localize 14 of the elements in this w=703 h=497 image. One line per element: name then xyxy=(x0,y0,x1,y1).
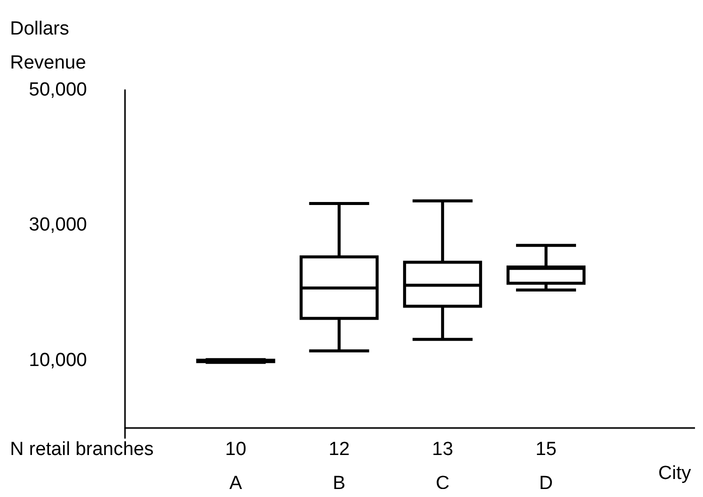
text: 10 xyxy=(225,439,246,460)
text: 15 xyxy=(535,439,557,460)
y-axis-title: Dollars Revenue xyxy=(10,18,86,74)
y-tick-label: 10,000 xyxy=(28,350,87,371)
x-tick-label: D xyxy=(539,473,553,494)
x-tick-label: B xyxy=(332,473,346,494)
text: 13 xyxy=(432,439,454,460)
text: 12 xyxy=(328,439,350,460)
x-axis-title: City xyxy=(658,463,692,484)
x-tick-label: A xyxy=(229,473,242,494)
text: N retail branches xyxy=(10,439,154,460)
y-tick-label: 30,000 xyxy=(28,214,87,236)
x-tick-label: C xyxy=(436,473,450,494)
y-tick-label: 50,000 xyxy=(28,80,87,100)
